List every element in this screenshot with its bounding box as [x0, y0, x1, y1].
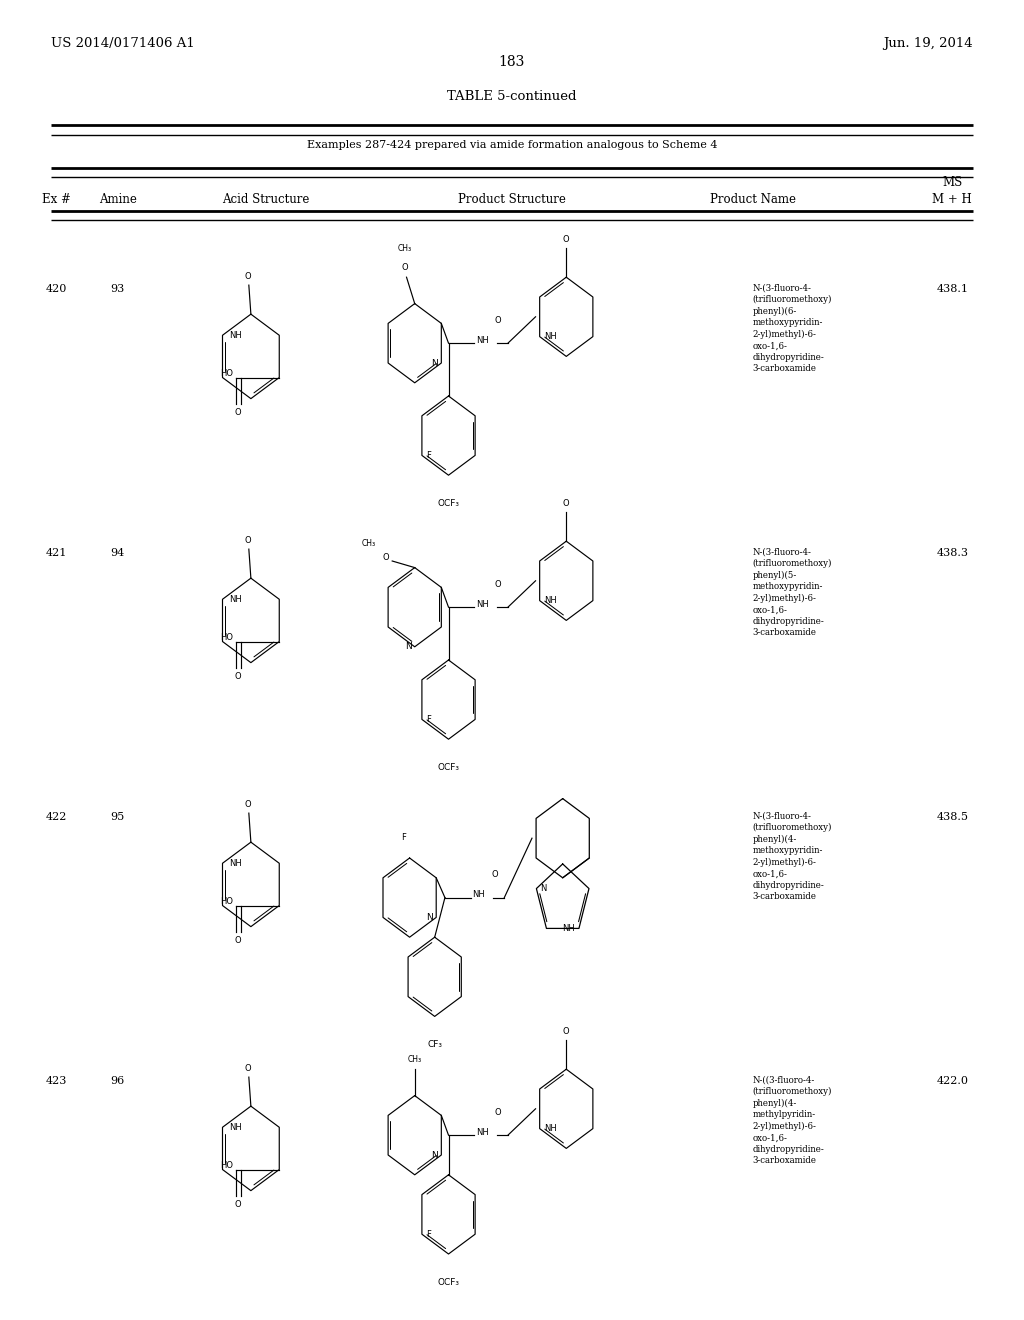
Text: NH: NH [544, 333, 556, 341]
Text: NH: NH [476, 601, 488, 609]
Text: O: O [234, 1200, 242, 1209]
Text: US 2014/0171406 A1: US 2014/0171406 A1 [51, 37, 195, 50]
Text: NH: NH [544, 1125, 556, 1133]
Text: MS: MS [942, 176, 963, 189]
Text: M + H: M + H [933, 193, 972, 206]
Text: O: O [495, 579, 501, 589]
Text: 423: 423 [46, 1076, 67, 1086]
Text: N: N [431, 359, 438, 367]
Text: N-(3-fluoro-4-
(trifluoromethoxy)
phenyl)(4-
methoxypyridin-
2-yl)methyl)-6-
oxo: N-(3-fluoro-4- (trifluoromethoxy) phenyl… [753, 812, 833, 902]
Text: 438.1: 438.1 [936, 284, 969, 294]
Text: 94: 94 [111, 548, 125, 558]
Text: Product Name: Product Name [710, 193, 796, 206]
Text: O: O [492, 870, 499, 879]
Text: CH₃: CH₃ [408, 1055, 422, 1064]
Text: CF₃: CF₃ [427, 1040, 442, 1049]
Text: O: O [234, 672, 242, 681]
Text: NH: NH [562, 924, 574, 933]
Text: O: O [401, 263, 408, 272]
Text: 96: 96 [111, 1076, 125, 1086]
Text: Ex #: Ex # [42, 193, 71, 206]
Text: CH₃: CH₃ [397, 244, 412, 253]
Text: F: F [426, 1230, 431, 1238]
Text: CH₃: CH₃ [361, 540, 376, 548]
Text: O: O [245, 1064, 251, 1073]
Text: N-((3-fluoro-4-
(trifluoromethoxy)
phenyl)(4-
methylpyridin-
2-yl)methyl)-6-
oxo: N-((3-fluoro-4- (trifluoromethoxy) pheny… [753, 1076, 833, 1166]
Text: NH: NH [476, 337, 488, 345]
Text: OCF₃: OCF₃ [437, 763, 460, 772]
Text: N: N [431, 1151, 438, 1159]
Text: 438.3: 438.3 [936, 548, 969, 558]
Text: OCF₃: OCF₃ [437, 499, 460, 508]
Text: NH: NH [228, 1123, 242, 1131]
Text: 93: 93 [111, 284, 125, 294]
Text: OCF₃: OCF₃ [437, 1278, 460, 1287]
Text: Jun. 19, 2014: Jun. 19, 2014 [883, 37, 973, 50]
Text: TABLE 5-continued: TABLE 5-continued [447, 90, 577, 103]
Text: F: F [401, 833, 406, 842]
Text: HO: HO [220, 370, 233, 378]
Text: O: O [245, 800, 251, 809]
Text: N-(3-fluoro-4-
(trifluoromethoxy)
phenyl)(6-
methoxypyridin-
2-yl)methyl)-6-
oxo: N-(3-fluoro-4- (trifluoromethoxy) phenyl… [753, 284, 833, 374]
Text: F: F [426, 715, 431, 723]
Text: NH: NH [476, 1129, 488, 1137]
Text: HO: HO [220, 1162, 233, 1170]
Text: O: O [563, 235, 569, 244]
Text: O: O [563, 499, 569, 508]
Text: Acid Structure: Acid Structure [222, 193, 310, 206]
Text: O: O [245, 272, 251, 281]
Text: NH: NH [228, 331, 242, 339]
Text: 422: 422 [46, 812, 67, 822]
Text: O: O [495, 1107, 501, 1117]
Text: O: O [245, 536, 251, 545]
Text: O: O [234, 936, 242, 945]
Text: F: F [426, 451, 431, 459]
Text: 422.0: 422.0 [936, 1076, 969, 1086]
Text: NH: NH [544, 597, 556, 605]
Text: 421: 421 [46, 548, 67, 558]
Text: O: O [495, 315, 501, 325]
Text: N: N [404, 643, 412, 651]
Text: O: O [383, 553, 389, 561]
Text: O: O [234, 408, 242, 417]
Text: 183: 183 [499, 55, 525, 70]
Text: N: N [426, 913, 433, 921]
Text: N-(3-fluoro-4-
(trifluoromethoxy)
phenyl)(5-
methoxypyridin-
2-yl)methyl)-6-
oxo: N-(3-fluoro-4- (trifluoromethoxy) phenyl… [753, 548, 833, 638]
Text: NH: NH [473, 891, 485, 899]
Text: 95: 95 [111, 812, 125, 822]
Text: 438.5: 438.5 [936, 812, 969, 822]
Text: HO: HO [220, 898, 233, 906]
Text: O: O [563, 1027, 569, 1036]
Text: NH: NH [228, 595, 242, 603]
Text: Amine: Amine [99, 193, 136, 206]
Text: 420: 420 [46, 284, 67, 294]
Text: HO: HO [220, 634, 233, 642]
Text: Product Structure: Product Structure [458, 193, 566, 206]
Text: N: N [541, 884, 547, 894]
Text: NH: NH [228, 859, 242, 867]
Text: Examples 287-424 prepared via amide formation analogous to Scheme 4: Examples 287-424 prepared via amide form… [307, 140, 717, 150]
